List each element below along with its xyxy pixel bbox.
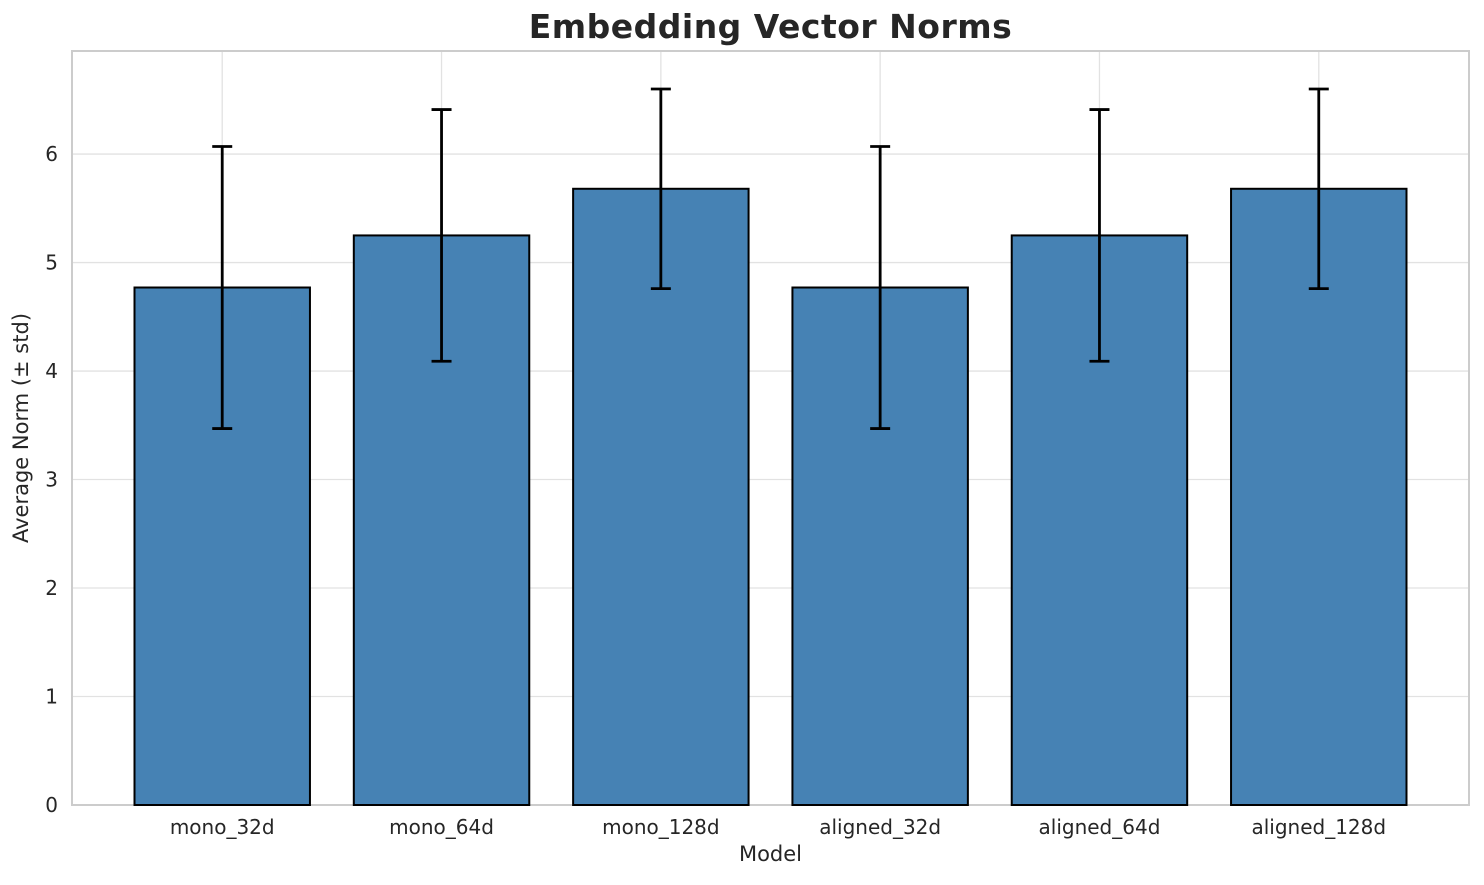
- y-tick-label-4: 4: [45, 359, 58, 383]
- x-tick-label-aligned_64d: aligned_64d: [1039, 815, 1161, 839]
- x-tick-label-mono_64d: mono_64d: [389, 815, 494, 839]
- y-tick-label-3: 3: [45, 468, 58, 492]
- bar-mono_64d: [352, 234, 531, 807]
- chart-title: Embedding Vector Norms: [528, 7, 1013, 46]
- x-tick-label-aligned_128d: aligned_128d: [1251, 815, 1386, 839]
- bar-mono_128d: [572, 187, 750, 806]
- x-axis-label: Model: [738, 842, 803, 866]
- y-tick-label-5: 5: [45, 251, 58, 275]
- x-tick-label-mono_128d: mono_128d: [602, 815, 720, 839]
- y-tick-label-1: 1: [45, 685, 58, 709]
- x-tick-label-aligned_32d: aligned_32d: [819, 815, 941, 839]
- x-tick-label-mono_32d: mono_32d: [170, 815, 275, 839]
- y-tick-label-2: 2: [45, 576, 58, 600]
- bar-aligned_128d: [1230, 187, 1408, 806]
- axes-frame: [71, 50, 1470, 806]
- y-tick-label-6: 6: [45, 142, 58, 166]
- y-tick-label-0: 0: [45, 793, 58, 817]
